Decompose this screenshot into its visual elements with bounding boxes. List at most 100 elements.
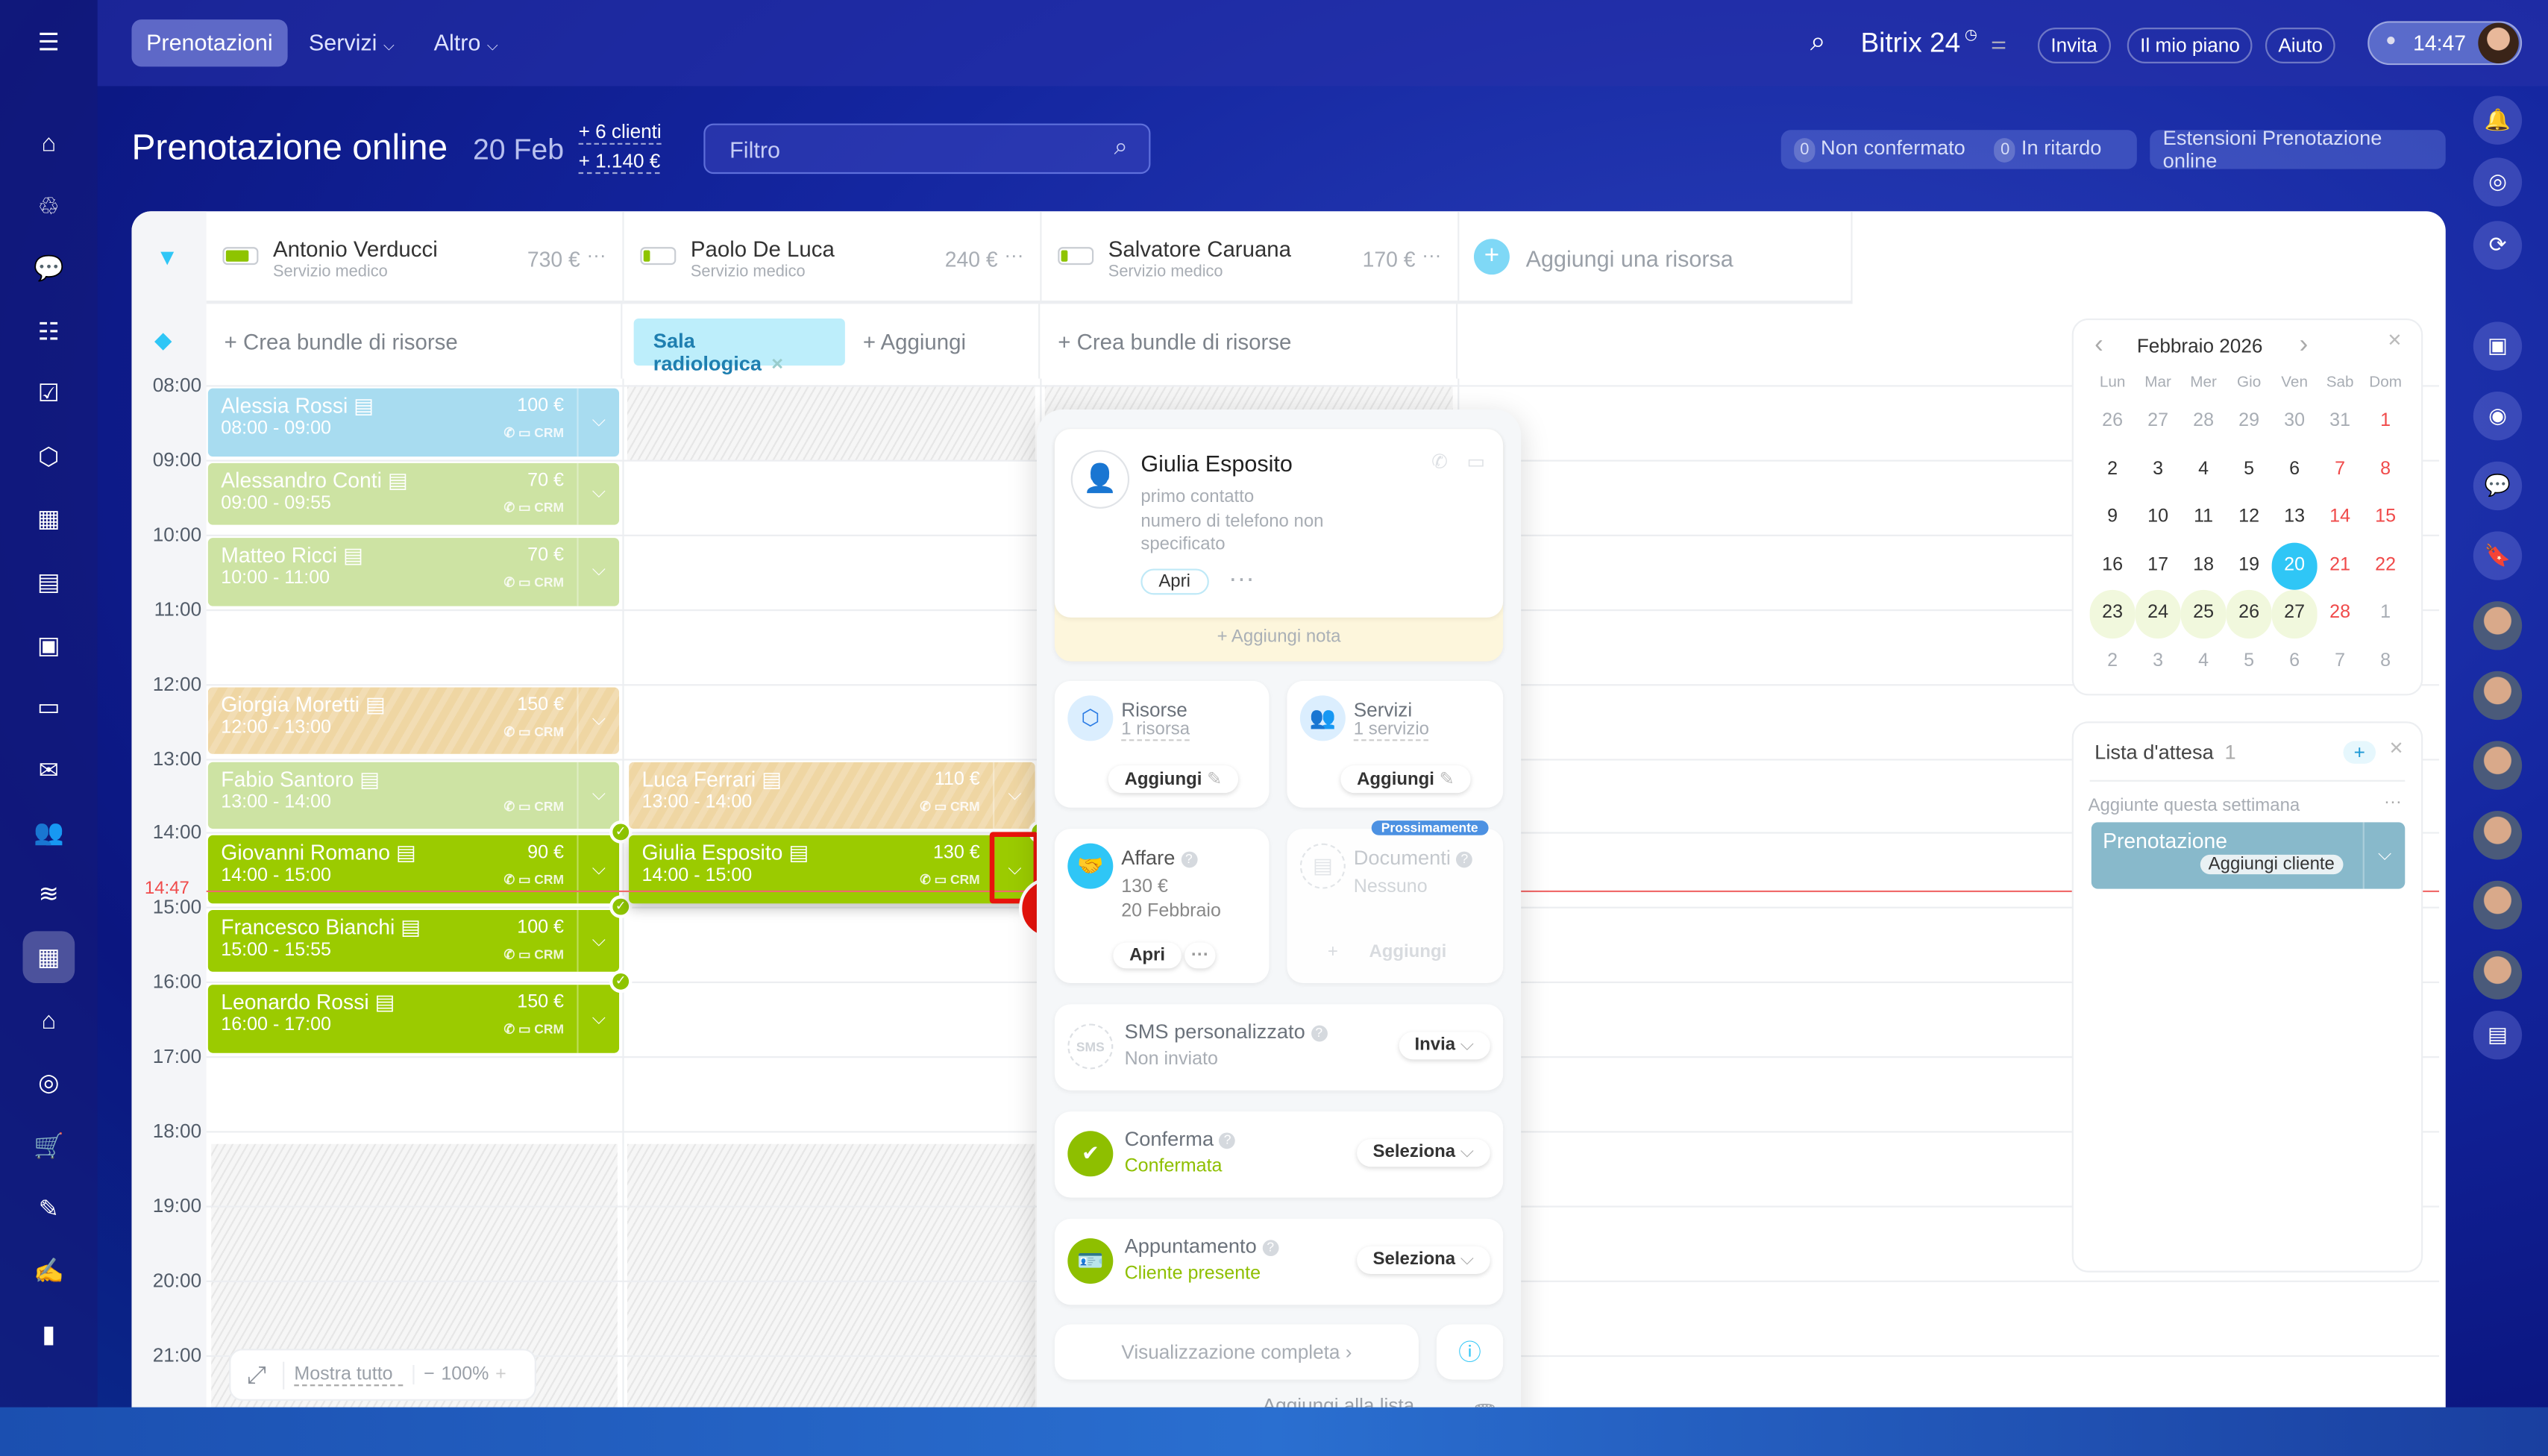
more-icon[interactable]: ··· xyxy=(2383,793,2402,813)
more-icon[interactable]: ··· xyxy=(1004,243,1024,267)
calendar-day[interactable]: 2 xyxy=(2107,459,2118,479)
resource-header[interactable]: Paolo De Luca Servizio medico 240 € ··· xyxy=(624,211,1042,304)
calendar-day[interactable]: 28 xyxy=(2329,603,2351,623)
calendar-day[interactable]: 8 xyxy=(2380,650,2391,671)
calendar-day[interactable]: 11 xyxy=(2194,506,2214,527)
booking-card[interactable]: Francesco Bianchi ▤ 15:00 - 15:55 100 € ✆ ▭… xyxy=(207,910,620,973)
next-month-icon[interactable]: › xyxy=(2299,331,2309,360)
document-icon[interactable]: ▤ xyxy=(37,568,60,597)
calendar-day[interactable]: 17 xyxy=(2147,554,2169,575)
calendar-day[interactable]: 14 xyxy=(2329,506,2351,527)
mail-icon[interactable]: ✉ xyxy=(38,757,60,785)
note-icon[interactable]: ▤ xyxy=(389,841,416,865)
chevron-down-icon[interactable]: ⌵ xyxy=(577,537,619,606)
chat-icon[interactable]: ▭ xyxy=(934,798,950,814)
client-name[interactable]: Giulia Esposito xyxy=(1140,450,1293,477)
settings-sliders-icon[interactable]: ⚌ xyxy=(1990,34,2007,54)
avatar-icon[interactable]: 👤 xyxy=(1070,450,1130,509)
note-icon[interactable]: ▤ xyxy=(354,766,380,791)
appointment-select[interactable]: Seleziona ⌵ xyxy=(1356,1246,1490,1274)
prev-month-icon[interactable]: ‹ xyxy=(2094,331,2103,360)
chevron-down-icon[interactable]: ⌵ xyxy=(577,910,619,973)
note-icon[interactable]: ▤ xyxy=(756,766,782,791)
calendar-day[interactable]: 13 xyxy=(2284,506,2306,527)
chat-icon[interactable]: ▭ xyxy=(518,500,535,515)
filter-input[interactable]: Filtro ⌕ xyxy=(703,123,1151,175)
calendar-day[interactable]: 22 xyxy=(2375,554,2397,575)
more-icon[interactable]: ··· xyxy=(1184,942,1216,969)
tab-altro[interactable]: Altro ⌵ xyxy=(419,19,512,66)
booking-card[interactable]: Leonardo Rossi ▤ 16:00 - 17:00 150 € ✆ ▭ CR… xyxy=(207,985,620,1053)
collapse-icon[interactable]: ✕ xyxy=(2387,331,2403,351)
copilot-icon[interactable]: ◎ xyxy=(2473,157,2523,207)
calendar-day[interactable]: 27 xyxy=(2147,411,2169,431)
late-filter[interactable]: 0 In ritardo xyxy=(1995,136,2101,163)
note-icon[interactable]: ▤ xyxy=(395,915,421,940)
checkbox-icon[interactable]: ☑ xyxy=(37,380,60,408)
messages-icon[interactable]: 💬 xyxy=(2473,461,2523,511)
open-client-button[interactable]: Apri xyxy=(1140,568,1208,595)
tasks-icon[interactable]: ☷ xyxy=(37,318,60,347)
calendar-day[interactable]: 31 xyxy=(2329,411,2351,431)
resources-value[interactable]: 1 risorsa xyxy=(1121,720,1190,741)
phone-icon[interactable]: ✆ xyxy=(503,873,518,888)
add-client-button[interactable]: Aggiungi cliente xyxy=(2200,854,2343,875)
tab-prenotazioni[interactable]: Prenotazioni xyxy=(131,19,288,67)
note-icon[interactable]: ▤ xyxy=(337,542,363,567)
contacts-icon[interactable]: 👥 xyxy=(34,818,64,847)
close-icon[interactable]: × xyxy=(771,352,784,376)
pen-icon[interactable]: ✍ xyxy=(34,1258,64,1286)
calendar-day[interactable]: 3 xyxy=(2153,650,2164,671)
calendar-day[interactable]: 23 xyxy=(2089,589,2136,638)
home-icon[interactable]: ⌂ xyxy=(41,129,57,157)
chevron-down-icon[interactable]: ⌵ xyxy=(577,761,619,829)
chevron-down-icon[interactable]: ⌵ xyxy=(577,388,619,456)
calendar-day[interactable]: 19 xyxy=(2238,554,2260,575)
expand-icon[interactable]: ⤢ xyxy=(230,1361,285,1389)
chat-icon[interactable]: ▭ xyxy=(518,947,535,963)
help-icon[interactable]: ? xyxy=(1219,1132,1236,1149)
crm-icon[interactable]: ♲ xyxy=(37,193,60,222)
show-all-button[interactable]: Mostra tutto xyxy=(294,1364,403,1386)
crm-badge[interactable]: CRM xyxy=(534,1022,564,1038)
calendar-day[interactable]: 9 xyxy=(2107,506,2118,527)
waitlist-item[interactable]: Prenotazione Aggiungi cliente ⌵ xyxy=(2091,822,2406,889)
calendar-day[interactable]: 28 xyxy=(2193,411,2215,431)
calendar-day[interactable]: 7 xyxy=(2335,650,2346,671)
crm-badge[interactable]: CRM xyxy=(534,500,564,515)
calendar-day[interactable]: 4 xyxy=(2198,650,2209,671)
note-icon[interactable]: ▤ xyxy=(381,468,408,492)
calendar-day[interactable]: 12 xyxy=(2238,506,2260,527)
bundle-tag[interactable]: Sala radiologica × xyxy=(633,318,845,375)
bookmark-icon[interactable]: 🔖 xyxy=(2473,531,2523,580)
phone-icon[interactable]: ✆ xyxy=(503,1022,518,1038)
add-service-button[interactable]: Aggiungi ✎ xyxy=(1340,765,1471,794)
help-icon[interactable]: ? xyxy=(1262,1240,1279,1257)
clients-stat[interactable]: + 6 clienti xyxy=(578,120,662,145)
full-view-button[interactable]: Visualizzazione completa › xyxy=(1054,1324,1419,1380)
phone-icon[interactable]: ✆ xyxy=(920,873,935,888)
note-icon[interactable]: ▤ xyxy=(782,841,809,865)
phone-icon[interactable]: ✆ xyxy=(503,724,518,739)
trash-icon[interactable]: 🗑 xyxy=(1471,1402,1499,1427)
booking-card[interactable]: Giulia Esposito ▤ 14:00 - 15:00 130 € ✆ ▭ C… xyxy=(629,835,1035,904)
menu-icon[interactable]: ☰ xyxy=(37,29,60,57)
avatar-2[interactable] xyxy=(2473,671,2523,721)
search-icon[interactable]: ⌕ xyxy=(1810,25,1826,57)
booking-card[interactable]: Giorgia Moretti ▤ 12:00 - 13:00 150 € ✆ ▭ C… xyxy=(207,686,620,755)
phone-icon[interactable]: ✆ xyxy=(920,798,935,814)
phone-icon[interactable]: ✆ xyxy=(503,947,518,963)
extensions-button[interactable]: Estensioni Prenotazione online xyxy=(2150,127,2446,172)
calendar-day[interactable]: 26 xyxy=(2226,589,2272,638)
bell-icon[interactable]: 🔔 xyxy=(2473,95,2523,145)
calendar-day[interactable]: 3 xyxy=(2153,459,2164,479)
help-button[interactable]: Aiuto xyxy=(2265,28,2336,63)
open-lines-icon[interactable]: ◉ xyxy=(2473,392,2523,441)
calendar-day[interactable]: 29 xyxy=(2238,411,2260,431)
chat-icon[interactable]: ▭ xyxy=(518,873,535,888)
chat-sync-icon[interactable]: ⟳ xyxy=(2473,221,2523,270)
add-note-button[interactable]: + Aggiungi nota xyxy=(1217,627,1341,647)
calendar-day[interactable]: 30 xyxy=(2284,411,2306,431)
overbooking-button[interactable]: + Overbooking xyxy=(1061,1405,1188,1431)
chevron-down-icon[interactable]: ⌵ xyxy=(2362,822,2406,889)
